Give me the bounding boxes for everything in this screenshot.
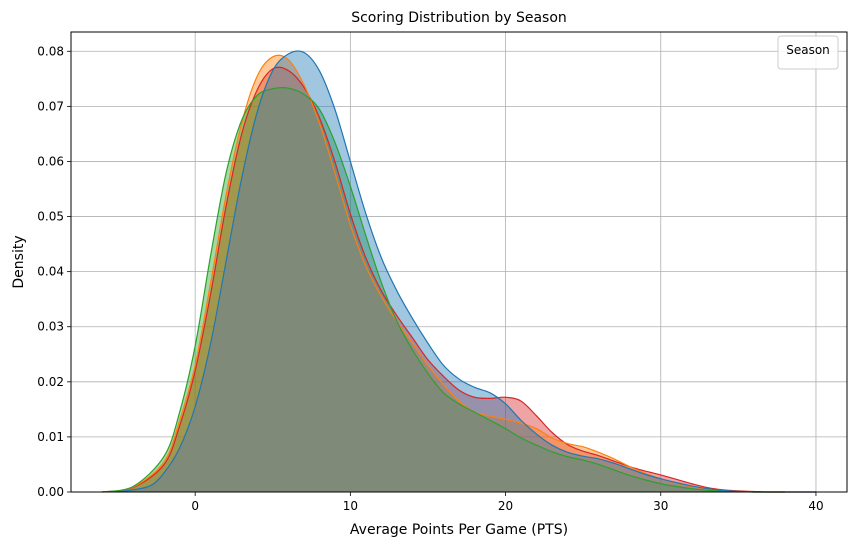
axis-ticks: 0 10 20 30 40 0.00 0.01 0.02 0.03 0.04 0.05 0.06 0.0… xyxy=(37,44,823,513)
legend: Season xyxy=(777,35,839,70)
x-tick-label: 40 xyxy=(808,499,823,513)
grid-lines xyxy=(71,32,847,493)
legend-title: Season xyxy=(786,43,830,57)
x-tick-label: 20 xyxy=(498,499,513,513)
x-tick-label: 0 xyxy=(191,499,199,513)
overlap-fill xyxy=(117,88,785,492)
density-line-3 xyxy=(117,50,816,493)
chart-title: Scoring Distribution by Season xyxy=(351,10,567,26)
y-tick-label: 0.06 xyxy=(37,154,64,168)
density-line-2 xyxy=(101,87,785,493)
x-tick-label: 30 xyxy=(653,499,668,513)
y-tick-label: 0.05 xyxy=(37,210,64,224)
y-tick-label: 0.08 xyxy=(37,44,64,58)
y-axis-title: Density xyxy=(11,235,27,288)
y-tick-label: 0.00 xyxy=(37,485,64,499)
y-tick-label: 0.01 xyxy=(37,430,64,444)
density-lines xyxy=(101,50,816,493)
y-tick-label: 0.07 xyxy=(37,99,64,113)
x-tick-label: 10 xyxy=(343,499,358,513)
x-axis-title: Average Points Per Game (PTS) xyxy=(350,522,568,538)
density-line-0 xyxy=(101,66,816,493)
plot-frame xyxy=(70,31,848,493)
overlap-area xyxy=(117,88,785,492)
y-tick-label: 0.04 xyxy=(37,265,64,279)
legend-box xyxy=(777,35,839,70)
y-tick-label: 0.02 xyxy=(37,375,64,389)
y-tick-label: 0.03 xyxy=(37,320,64,334)
